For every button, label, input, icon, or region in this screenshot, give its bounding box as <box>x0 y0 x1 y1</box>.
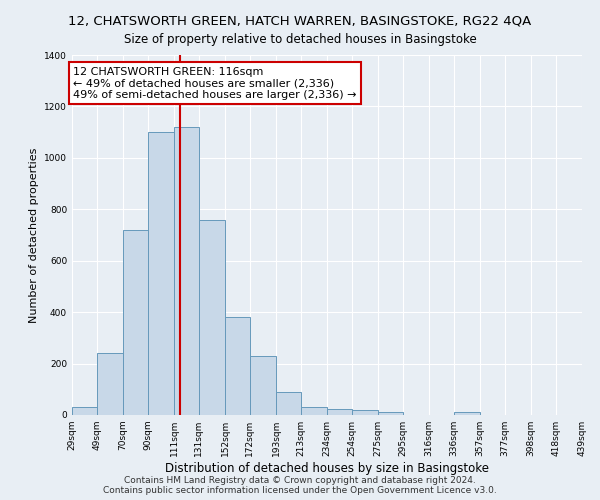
Bar <box>72 408 97 415</box>
Bar <box>250 356 276 415</box>
Text: 12 CHATSWORTH GREEN: 116sqm
← 49% of detached houses are smaller (2,336)
49% of : 12 CHATSWORTH GREEN: 116sqm ← 49% of det… <box>73 66 357 100</box>
Bar <box>352 410 378 415</box>
Bar <box>97 354 123 415</box>
X-axis label: Distribution of detached houses by size in Basingstoke: Distribution of detached houses by size … <box>165 462 489 475</box>
Bar <box>378 412 403 415</box>
Text: Contains HM Land Registry data © Crown copyright and database right 2024.: Contains HM Land Registry data © Crown c… <box>124 476 476 485</box>
Text: 12, CHATSWORTH GREEN, HATCH WARREN, BASINGSTOKE, RG22 4QA: 12, CHATSWORTH GREEN, HATCH WARREN, BASI… <box>68 15 532 28</box>
Bar <box>327 408 352 415</box>
Text: Size of property relative to detached houses in Basingstoke: Size of property relative to detached ho… <box>124 32 476 46</box>
Text: Contains public sector information licensed under the Open Government Licence v3: Contains public sector information licen… <box>103 486 497 495</box>
Bar <box>225 318 250 415</box>
Bar <box>199 220 225 415</box>
Bar <box>301 408 327 415</box>
Bar <box>148 132 174 415</box>
Bar <box>123 230 148 415</box>
Bar <box>454 412 480 415</box>
Y-axis label: Number of detached properties: Number of detached properties <box>29 148 38 322</box>
Bar <box>276 392 301 415</box>
Bar <box>174 127 199 415</box>
